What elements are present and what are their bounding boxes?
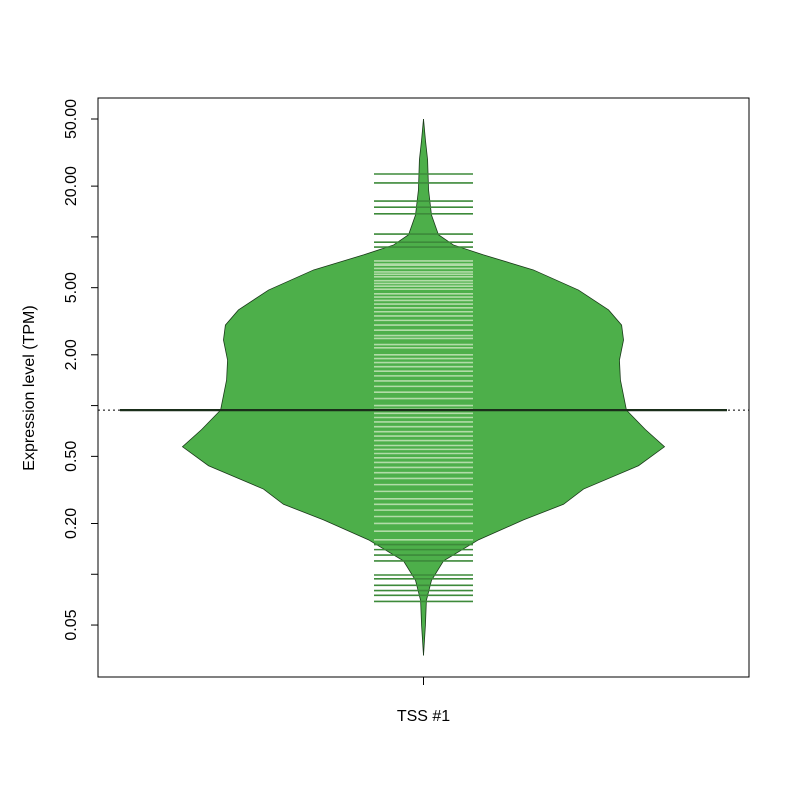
violin-half [423,119,665,656]
y-tick-label: 20.00 [63,166,80,206]
y-tick-label: 0.20 [63,508,80,539]
y-tick-label: 0.50 [63,441,80,472]
x-tick-label: TSS #1 [397,708,450,725]
y-tick-label: 2.00 [63,339,80,370]
y-tick-label: 0.05 [63,609,80,640]
violin-half [182,119,424,656]
y-axis-title: Expression level (TPM) [21,305,38,470]
y-tick-label: 50.00 [63,99,80,139]
y-tick-label: 5.00 [63,272,80,303]
